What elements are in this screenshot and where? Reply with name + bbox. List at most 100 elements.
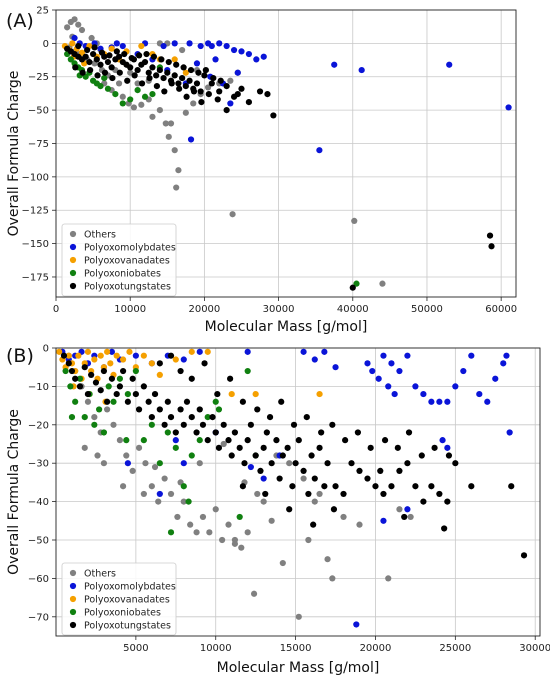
- polyoxotungstates-point: [201, 72, 208, 79]
- polyoxotungstates-point: [270, 112, 277, 119]
- polyoxotungstates-point: [164, 398, 171, 405]
- polyoxotungstates-point: [231, 429, 239, 436]
- polyoxotungstates-point: [412, 483, 419, 490]
- polyoxotungstates-point: [148, 414, 155, 421]
- x-tick-label: 25000: [439, 643, 471, 654]
- panel-a-frame: [55, 9, 517, 298]
- polyoxomolybdates-point: [208, 42, 215, 50]
- others-point: [180, 498, 187, 505]
- polyoxotungstates-point: [127, 64, 134, 71]
- others-point: [279, 559, 286, 567]
- panel-b-y-axis-label: Overall Formula Charge: [6, 409, 22, 575]
- polyoxoniobates-point: [81, 414, 88, 421]
- others-point: [71, 16, 78, 23]
- polyoxotungstates-point: [104, 58, 112, 66]
- polyoxotungstates-point: [161, 88, 168, 95]
- polyoxotungstates-point: [256, 88, 264, 95]
- polyoxomolybdates-point: [124, 460, 131, 467]
- polyoxotungstates-point: [158, 56, 165, 63]
- polyoxotungstates-point: [354, 429, 362, 436]
- panel-b-grid: [56, 347, 540, 636]
- polyoxoniobates-point: [148, 421, 155, 428]
- legend-marker: [69, 256, 77, 264]
- panel-b-letter: (B): [6, 345, 34, 367]
- polyoxotungstates-point: [156, 406, 163, 413]
- polyoxoniobates-point: [180, 483, 187, 490]
- polyoxotungstates-point: [186, 77, 193, 84]
- legend-marker: [69, 569, 77, 577]
- y-tick-label: −30: [28, 459, 49, 470]
- polyoxovanadates-point: [252, 390, 259, 398]
- polyoxotungstates-point: [452, 460, 459, 467]
- polyoxotungstates-point: [94, 72, 101, 79]
- polyoxotungstates-point: [234, 90, 241, 98]
- polyoxotungstates-point: [93, 56, 100, 63]
- others-point: [244, 529, 251, 536]
- polyoxotungstates-point: [364, 475, 371, 482]
- polyoxotungstates-point: [140, 383, 147, 390]
- polyoxotungstates-point: [60, 352, 68, 359]
- polyoxotungstates-point: [88, 371, 95, 378]
- polyoxomolybdates-point: [452, 383, 459, 390]
- polyoxotungstates-point: [81, 364, 88, 371]
- polyoxoniobates-point: [97, 82, 104, 90]
- polyoxovanadates-point: [171, 56, 178, 63]
- polyoxomolybdates-point: [132, 352, 139, 359]
- others-point: [254, 490, 261, 498]
- polyoxotungstates-point: [445, 452, 453, 459]
- polyoxotungstates-point: [161, 421, 168, 428]
- polyoxovanadates-point: [78, 49, 86, 56]
- others-point: [295, 613, 302, 620]
- x-tick-label: 0: [53, 304, 59, 315]
- polyoxomolybdates-point: [172, 437, 179, 444]
- others-point: [148, 483, 155, 490]
- polyoxomolybdates-point: [260, 475, 267, 482]
- polyoxotungstates-point: [428, 483, 435, 490]
- polyoxoniobates-point: [123, 437, 130, 444]
- polyoxomolybdates-point: [108, 348, 116, 355]
- polyoxotungstates-point: [145, 69, 152, 76]
- polyoxotungstates-point: [367, 444, 374, 451]
- polyoxomolybdates-point: [196, 348, 203, 355]
- polyoxotungstates-point: [241, 460, 248, 467]
- polyoxotungstates-point: [177, 406, 184, 413]
- polyoxotungstates-point: [149, 64, 156, 71]
- polyoxotungstates-point: [97, 387, 104, 394]
- polyoxotungstates-point: [116, 69, 123, 76]
- polyoxovanadates-point: [156, 371, 163, 378]
- polyoxoniobates-point: [124, 390, 131, 398]
- polyoxoniobates-point: [62, 367, 69, 375]
- polyoxotungstates-point: [308, 452, 315, 459]
- polyoxotungstates-point: [286, 506, 293, 513]
- polyoxotungstates-point: [150, 53, 158, 60]
- polyoxomolybdates-point: [180, 460, 187, 467]
- others-point: [91, 414, 98, 421]
- y-tick-label: −40: [28, 497, 49, 508]
- others-point: [134, 80, 141, 87]
- y-tick-label: 25: [36, 6, 49, 17]
- polyoxotungstates-point: [164, 69, 171, 76]
- legend-label: Polyoxovanadates: [84, 255, 170, 266]
- polyoxotungstates-point: [132, 390, 139, 398]
- polyoxoniobates-point: [112, 90, 119, 98]
- polyoxotungstates-point: [65, 360, 72, 367]
- polyoxotungstates-point: [236, 444, 243, 451]
- y-tick-label: −70: [28, 612, 49, 623]
- polyoxotungstates-point: [153, 72, 160, 79]
- x-tick-label: 15000: [280, 643, 312, 654]
- others-point: [204, 84, 212, 91]
- polyoxoniobates-point: [188, 452, 195, 459]
- legend-label: Polyoxoniobates: [84, 607, 161, 618]
- polyoxotungstates-point: [98, 49, 106, 56]
- polyoxotungstates-point: [193, 429, 200, 436]
- panel-b-legend: Others Polyoxomolybdates Polyoxovanadates P…: [61, 562, 177, 636]
- polyoxotungstates-point: [404, 460, 411, 467]
- others-point: [300, 475, 307, 482]
- polyoxotungstates-point: [119, 367, 127, 375]
- polyoxovanadates-point: [56, 348, 63, 355]
- polyoxovanadates-point: [97, 352, 104, 359]
- others-point: [84, 398, 92, 405]
- polyoxotungstates-point: [187, 66, 195, 74]
- polyoxomolybdates-point: [375, 375, 382, 382]
- polyoxotungstates-point: [268, 460, 275, 467]
